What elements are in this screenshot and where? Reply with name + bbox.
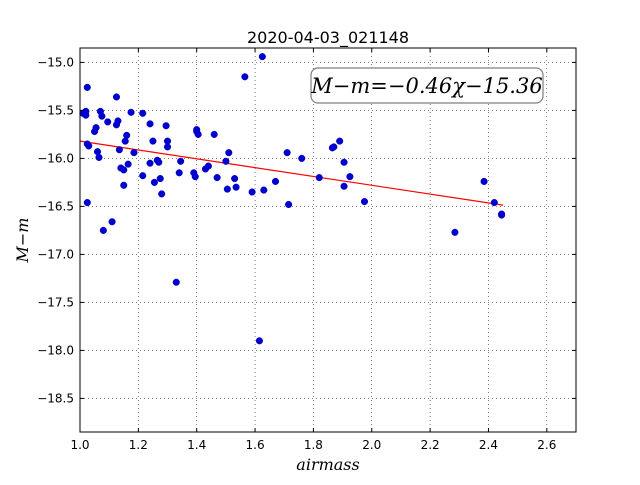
fit-equation-annotation: M−m=−0.46χ−15.36 (310, 74, 542, 98)
y-tick-label: −15.5 (37, 103, 74, 117)
x-tick-label: 1.8 (304, 438, 323, 452)
y-tick-labels: −15.0 −15.5 −16.0 −16.5 −17.0 −17.5 −18.0 −18.5 (37, 55, 74, 405)
data-point (115, 146, 123, 154)
data-point (146, 159, 154, 167)
y-tick-label: −16.5 (37, 199, 74, 213)
plot-area (80, 48, 576, 432)
data-point (98, 112, 106, 120)
x-tick-label: 2.4 (479, 438, 498, 452)
data-point (177, 157, 185, 165)
y-tick-label: −17.0 (37, 247, 74, 261)
data-point (255, 337, 263, 345)
data-point (346, 173, 354, 181)
data-point (360, 198, 369, 206)
data-point (340, 182, 348, 190)
data-point (258, 53, 266, 61)
data-point (155, 158, 163, 166)
data-point (283, 149, 291, 157)
data-point (210, 130, 218, 138)
x-tick-label: 1.6 (246, 438, 265, 452)
data-point (225, 149, 233, 157)
data-point (149, 137, 157, 145)
data-point (336, 137, 344, 145)
data-point (204, 162, 212, 170)
data-point (120, 166, 128, 174)
annotation-box (310, 67, 544, 104)
y-tick-label: −16.0 (37, 151, 74, 165)
data-point (95, 153, 103, 161)
x-tick-label: 1.0 (70, 438, 89, 452)
data-point (172, 278, 180, 286)
data-point (330, 143, 338, 151)
data-point (248, 188, 256, 196)
data-point (340, 158, 348, 166)
data-point (99, 226, 107, 234)
data-point (241, 73, 249, 81)
data-point (285, 200, 293, 209)
y-tick-label: −17.5 (37, 295, 74, 309)
data-point (498, 211, 506, 219)
data-point (260, 186, 268, 194)
y-tick-label: −15.0 (37, 55, 74, 69)
data-point (156, 175, 164, 183)
data-point (231, 175, 239, 183)
data-point (223, 185, 231, 193)
data-point (130, 149, 138, 157)
x-tick-labels: 1.0 1.2 1.4 1.6 1.8 2.0 2.2 2.4 2.6 (70, 438, 556, 452)
data-point (121, 137, 129, 145)
data-point (108, 218, 116, 226)
data-point (120, 181, 128, 189)
data-point (232, 183, 240, 191)
plot-frame (79, 47, 577, 433)
x-axis-label: airmass (296, 455, 359, 474)
data-point (451, 228, 459, 236)
data-point (162, 122, 170, 130)
x-tick-label: 2.2 (421, 438, 440, 452)
chart-title: 2020-04-03_021148 (247, 28, 409, 48)
fit-line (79, 140, 504, 206)
data-point (298, 154, 306, 162)
x-tick-label: 2.6 (537, 438, 556, 452)
data-points (79, 53, 506, 345)
data-point (139, 172, 147, 180)
data-point (163, 143, 172, 151)
data-point (146, 120, 154, 128)
data-point (114, 117, 122, 125)
data-point (85, 142, 93, 150)
data-point (271, 177, 280, 185)
data-point (127, 108, 135, 116)
data-point (82, 111, 90, 119)
y-tick-label: −18.0 (37, 343, 74, 357)
data-point (104, 118, 112, 126)
ticks (79, 48, 576, 432)
x-tick-label: 1.2 (129, 438, 148, 452)
data-point (150, 178, 158, 186)
data-point (139, 109, 147, 117)
grid (80, 48, 576, 432)
data-point (92, 124, 100, 132)
data-point (124, 160, 132, 168)
x-tick-label: 1.4 (187, 438, 206, 452)
data-point (315, 174, 323, 182)
data-point (123, 131, 131, 139)
data-point (191, 173, 199, 181)
data-point (194, 130, 202, 138)
y-tick-label: −18.5 (37, 391, 74, 405)
data-point (213, 174, 221, 182)
data-point (480, 177, 488, 185)
data-point (222, 157, 230, 165)
data-point (175, 169, 183, 177)
data-point (490, 199, 498, 207)
x-tick-label: 2.0 (362, 438, 381, 452)
data-point (83, 83, 91, 91)
data-point (158, 190, 166, 198)
data-point (93, 148, 102, 156)
y-axis-label: M−m (13, 218, 32, 264)
data-point (112, 93, 121, 101)
data-point (83, 199, 91, 207)
